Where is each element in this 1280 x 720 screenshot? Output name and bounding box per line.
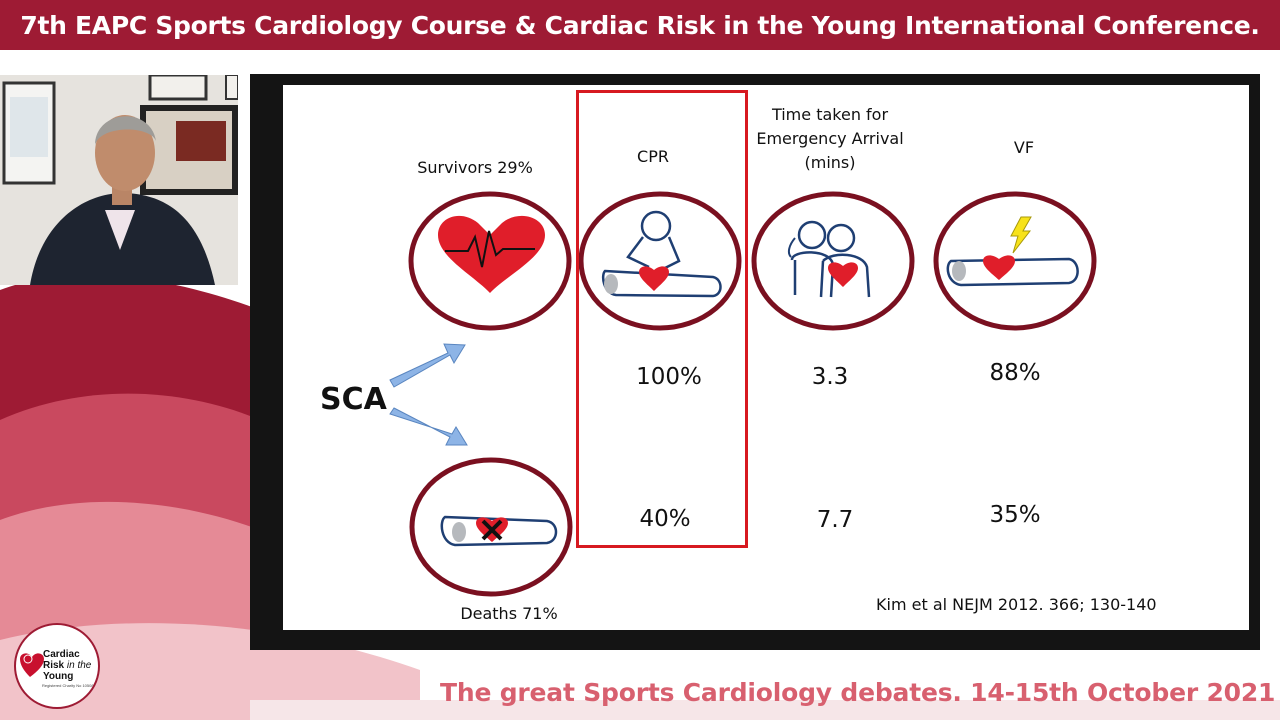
emergency-survivors-value: 3.3	[811, 364, 849, 390]
logo-line-3: Young	[43, 671, 74, 682]
logo-subtitle: Registered Charity No 1050845	[42, 683, 99, 688]
logo-line-1: Cardiac	[43, 649, 80, 660]
cry-logo: Cardiac Risk in the Young Registered Cha…	[14, 623, 100, 709]
vf-header: VF	[1013, 138, 1035, 157]
arrow-up-icon	[389, 343, 466, 388]
cpr-deaths-value: 40%	[639, 506, 691, 532]
heart-ecg-icon	[408, 191, 572, 331]
speaker-video	[0, 75, 238, 285]
arrow-down-icon	[389, 407, 468, 446]
emergency-deaths-value: 7.7	[816, 507, 854, 533]
deaths-label: Deaths 71%	[460, 604, 558, 623]
cpr-header: CPR	[637, 147, 669, 166]
citation: Kim et al NEJM 2012. 366; 130-140	[876, 595, 1157, 614]
emergency-responder-icon	[751, 191, 915, 331]
logo-line-2-bold: Risk	[43, 660, 65, 671]
deceased-patient-icon	[409, 457, 573, 597]
logo-line-2-italic: in the	[64, 660, 92, 671]
emergency-header-line-1: Time taken for	[771, 105, 889, 124]
speaker-image	[0, 75, 238, 285]
presentation-slide: Survivors 29% Deaths 71% SCA CPR Time ta…	[283, 85, 1249, 630]
conference-title: 7th EAPC Sports Cardiology Course & Card…	[20, 10, 1260, 40]
emergency-header-line-3: (mins)	[804, 153, 856, 172]
survivors-label: Survivors 29%	[417, 158, 533, 177]
header-banner: 7th EAPC Sports Cardiology Course & Card…	[0, 0, 1280, 50]
vf-shock-icon	[933, 191, 1097, 331]
cpr-survivors-value: 100%	[636, 364, 702, 390]
logo-wordmark: Cardiac Risk in the Young	[43, 649, 91, 682]
slide-artwork	[389, 191, 1097, 597]
cpr-icon	[578, 191, 742, 331]
vf-survivors-value: 88%	[989, 360, 1041, 386]
cpr-highlight-box	[576, 90, 748, 548]
footer-title: The great Sports Cardiology debates. 14-…	[440, 678, 1276, 707]
vf-deaths-value: 35%	[989, 502, 1041, 528]
sca-label: SCA	[320, 382, 387, 417]
heart-logo-icon	[20, 653, 44, 677]
emergency-header-line-2: Emergency Arrival	[756, 129, 904, 148]
